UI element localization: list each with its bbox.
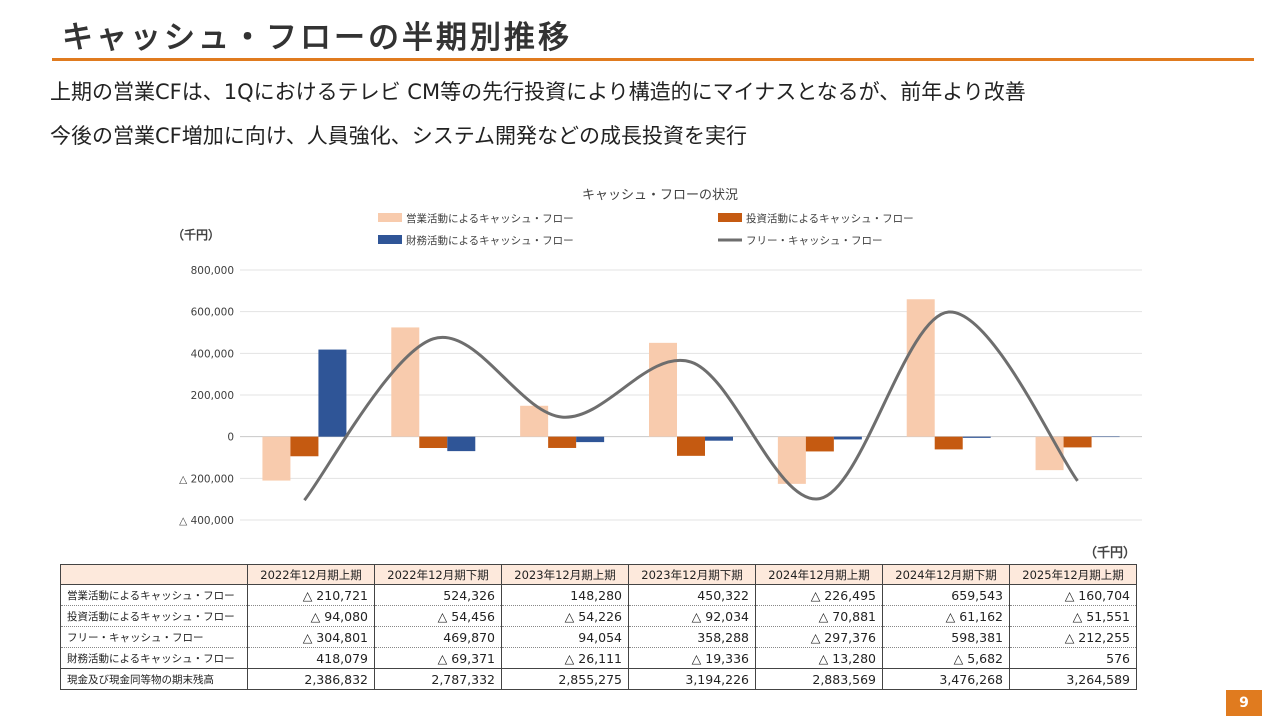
table-cell: △ 69,371: [374, 647, 502, 669]
table-row: フリー・キャッシュ・フロー △ 304,801 469,870 94,054 358,2…: [60, 626, 1137, 648]
y-tick-label: 600,000: [191, 307, 234, 319]
slide-title: キャッシュ・フローの半期別推移: [62, 20, 572, 56]
table-cell: △ 94,080: [247, 605, 375, 627]
bar-operating: [1035, 436, 1064, 471]
bar-financing: [576, 436, 605, 443]
legend-label: 営業活動によるキャッシュ・フロー: [406, 212, 574, 225]
page-number: 9: [1226, 690, 1262, 716]
table-cell: 2,855,275: [501, 668, 629, 690]
table-row: 営業活動によるキャッシュ・フロー △ 210,721 524,326 148,280 4…: [60, 584, 1137, 606]
bullet-1: 上期の営業CFは、1Qにおけるテレビ CM等の先行投資により構造的にマイナスとな…: [50, 80, 1026, 104]
bar-financing: [447, 436, 476, 452]
cash-flow-chart: キャッシュ・フローの状況 （千円） 営業活動によるキャッシュ・フロー 投資活動によるキ…: [172, 188, 1142, 527]
table-header-cell: 2024年12月期上期: [755, 564, 883, 585]
bar-operating: [906, 299, 935, 437]
bar-investing: [419, 436, 448, 449]
bar-investing: [548, 436, 577, 448]
table-cell: 2,883,569: [755, 668, 883, 690]
table-cell: 3,476,268: [882, 668, 1010, 690]
chart-unit-label: （千円）: [172, 227, 220, 242]
table-header-cell: 2022年12月期上期: [247, 564, 375, 585]
table-header-row: 2022年12月期上期 2022年12月期下期 2023年12月期上期 2023…: [60, 564, 1137, 585]
bullet-2: 今後の営業CF増加に向け、人員強化、システム開発などの成長投資を実行: [50, 124, 748, 148]
table-cell: △ 61,162: [882, 605, 1010, 627]
table-header-cell: 2023年12月期上期: [501, 564, 629, 585]
table-cell: △ 160,704: [1009, 584, 1137, 606]
free-cash-flow-line: [303, 310, 1079, 502]
table-header-cell: 2024年12月期下期: [882, 564, 1010, 585]
bar-financing: [962, 436, 991, 438]
table-row-label: フリー・キャッシュ・フロー: [60, 626, 248, 648]
table-cell: △ 13,280: [755, 647, 883, 669]
bar-investing: [290, 436, 319, 457]
table-row-label: 営業活動によるキャッシュ・フロー: [60, 584, 248, 606]
legend-swatch: [378, 235, 402, 244]
legend-swatch: [718, 213, 742, 222]
table-row: 投資活動によるキャッシュ・フロー △ 94,080 △ 54,456 △ 54,226…: [60, 605, 1137, 627]
table-cell: 469,870: [374, 626, 502, 648]
table-cell: △ 5,682: [882, 647, 1010, 669]
table-cell: 2,386,832: [247, 668, 375, 690]
y-tick-label: △ 400,000: [179, 515, 234, 527]
table-cell: △ 210,721: [247, 584, 375, 606]
y-tick-label: 800,000: [191, 265, 234, 277]
bar-financing: [705, 436, 733, 441]
table-cell: △ 70,881: [755, 605, 883, 627]
table-cell: △ 92,034: [628, 605, 756, 627]
table-cell: △ 19,336: [628, 647, 756, 669]
table-row: 現金及び現金同等物の期末残高 2,386,832 2,787,332 2,855,27…: [60, 668, 1137, 690]
table-cell: 576: [1009, 647, 1137, 669]
table-cell: △ 26,111: [501, 647, 629, 669]
bar-operating: [391, 327, 420, 437]
table-row: 財務活動によるキャッシュ・フロー 418,079 △ 69,371 △ 26,111 △…: [60, 647, 1137, 669]
table-cell: △ 304,801: [247, 626, 375, 648]
title-underline: [52, 58, 1254, 61]
bar-investing: [934, 436, 963, 450]
table-cell: 148,280: [501, 584, 629, 606]
table-row-label: 投資活動によるキャッシュ・フロー: [60, 605, 248, 627]
table-cell: △ 54,226: [501, 605, 629, 627]
table-cell: 524,326: [374, 584, 502, 606]
bar-investing: [677, 436, 705, 456]
table-cell: 659,543: [882, 584, 1010, 606]
table-cell: △ 54,456: [374, 605, 502, 627]
bar-financing: [1091, 436, 1120, 438]
table-cell: △ 212,255: [1009, 626, 1137, 648]
legend-label: 投資活動によるキャッシュ・フロー: [746, 212, 914, 225]
table-cell: 450,322: [628, 584, 756, 606]
cash-flow-table: 2022年12月期上期 2022年12月期下期 2023年12月期上期 2023…: [60, 564, 1137, 690]
table-cell: 418,079: [247, 647, 375, 669]
bar-investing: [805, 436, 834, 452]
table-cell: 3,194,226: [628, 668, 756, 690]
table-unit-label: （千円）: [1084, 546, 1137, 561]
table-cell: 598,381: [882, 626, 1010, 648]
y-tick-label: 200,000: [191, 390, 234, 402]
table-cell: △ 297,376: [755, 626, 883, 648]
table-cell: △ 51,551: [1009, 605, 1137, 627]
table-header-empty: [60, 564, 248, 585]
legend-label: 財務活動によるキャッシュ・フロー: [406, 234, 574, 247]
table-cell: 94,054: [501, 626, 629, 648]
y-tick-label: △ 200,000: [179, 473, 234, 485]
legend-label: フリー・キャッシュ・フロー: [746, 235, 883, 247]
table-cell: 2,787,332: [374, 668, 502, 690]
bar-financing: [833, 436, 862, 440]
table-cell: △ 226,495: [755, 584, 883, 606]
chart-title: キャッシュ・フローの状況: [582, 188, 738, 203]
bar-investing: [1063, 436, 1092, 448]
table-cell: 3,264,589: [1009, 668, 1137, 690]
bar-financing: [318, 349, 347, 437]
legend-swatch: [378, 213, 402, 222]
table-cell: 358,288: [628, 626, 756, 648]
y-tick-label: 400,000: [191, 348, 234, 360]
table-header-cell: 2025年12月期上期: [1009, 564, 1137, 585]
table-row-label: 現金及び現金同等物の期末残高: [60, 668, 248, 690]
table-header-cell: 2022年12月期下期: [374, 564, 502, 585]
bar-operating: [649, 342, 677, 437]
table-row-label: 財務活動によるキャッシュ・フロー: [60, 647, 248, 669]
table-header-cell: 2023年12月期下期: [628, 564, 756, 585]
y-tick-label: 0: [227, 432, 234, 444]
bar-operating: [262, 436, 291, 481]
